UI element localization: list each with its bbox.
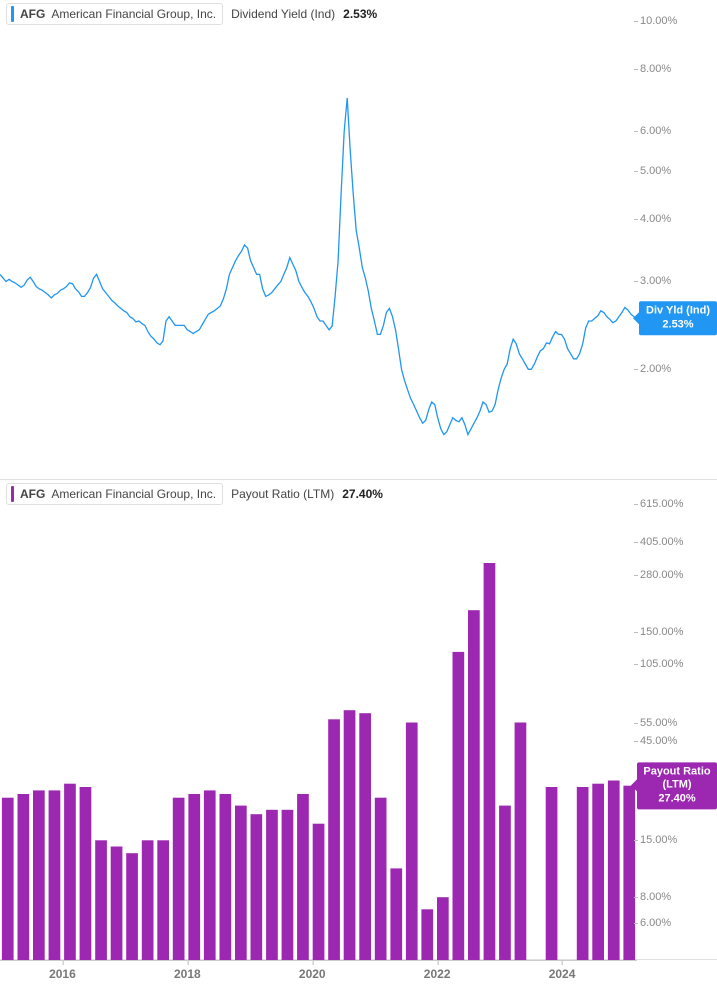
metric-name-bottom: Payout Ratio (LTM) bbox=[231, 487, 334, 501]
ytick: 2.00% bbox=[640, 363, 671, 375]
ytick: 5.00% bbox=[640, 165, 671, 177]
payout-bar bbox=[80, 787, 92, 960]
badge-value: 2.53% bbox=[645, 318, 711, 332]
payout-bar bbox=[33, 790, 45, 960]
ytick: 405.00% bbox=[640, 536, 683, 548]
xtick: 2016 bbox=[49, 967, 76, 981]
payout-bar bbox=[64, 784, 76, 960]
payout-bar bbox=[437, 897, 449, 960]
payout-bar bbox=[359, 713, 371, 960]
payout-bar bbox=[18, 794, 30, 960]
metric-value-top: 2.53% bbox=[343, 7, 377, 21]
xtick: 2018 bbox=[174, 967, 201, 981]
payout-bar bbox=[111, 847, 123, 961]
payout-bar bbox=[157, 840, 169, 960]
payout-bar bbox=[313, 824, 325, 960]
payout-bar bbox=[235, 806, 247, 960]
badge-value: 27.40% bbox=[643, 793, 711, 807]
payout-bar bbox=[266, 810, 278, 960]
payout-bar bbox=[126, 853, 138, 960]
payout-bar bbox=[95, 840, 107, 960]
payout-bar bbox=[344, 710, 356, 960]
div-yield-badge: Div Yld (Ind)2.53% bbox=[639, 302, 717, 336]
payout-bar bbox=[577, 787, 589, 960]
ytick: 3.00% bbox=[640, 275, 671, 287]
payout-bar bbox=[406, 723, 418, 961]
ticker-symbol: AFG bbox=[20, 7, 45, 21]
bottom-right-axis: 6.00% 8.00% 15.00% 45.00% 55.00% 105.00% 150.0… bbox=[637, 480, 717, 959]
payout-bar bbox=[49, 790, 61, 960]
ticker-chip-top[interactable]: AFG American Financial Group, Inc. bbox=[6, 3, 223, 25]
payout-bar bbox=[282, 810, 294, 960]
dividend-yield-line bbox=[0, 98, 637, 435]
company-name: American Financial Group, Inc. bbox=[51, 7, 216, 21]
shared-x-axis: 2016 2018 2020 2022 2024 bbox=[0, 960, 637, 1005]
payout-bar bbox=[390, 868, 402, 960]
payout-bar bbox=[297, 794, 309, 960]
ytick: 150.00% bbox=[640, 626, 683, 638]
top-right-axis: 2.00%3.00%4.00%5.00%6.00%8.00%10.00%Div … bbox=[637, 0, 717, 479]
ticker-accent-top bbox=[11, 6, 14, 22]
xtick: 2024 bbox=[549, 967, 576, 981]
ytick: 6.00% bbox=[640, 917, 671, 929]
payout-bar bbox=[173, 798, 185, 960]
payout-bar bbox=[484, 563, 496, 960]
payout-bar bbox=[220, 794, 232, 960]
payout-ratio-panel: AFG American Financial Group, Inc. Payou… bbox=[0, 480, 717, 960]
ytick: 6.00% bbox=[640, 125, 671, 137]
payout-bar bbox=[499, 806, 511, 960]
payout-bar bbox=[375, 798, 387, 960]
payout-bar bbox=[2, 798, 14, 960]
ticker-symbol: AFG bbox=[20, 487, 45, 501]
ticker-chip-bottom[interactable]: AFG American Financial Group, Inc. bbox=[6, 483, 223, 505]
payout-bar bbox=[421, 909, 433, 960]
payout-bar bbox=[468, 610, 480, 960]
dividend-yield-panel: AFG American Financial Group, Inc. Divid… bbox=[0, 0, 717, 480]
top-header: AFG American Financial Group, Inc. Divid… bbox=[0, 0, 717, 28]
payout-bar bbox=[453, 652, 465, 960]
payout-bar bbox=[204, 790, 216, 960]
ytick: 8.00% bbox=[640, 63, 671, 75]
payout-bar bbox=[623, 786, 635, 960]
ytick: 105.00% bbox=[640, 658, 683, 670]
payout-bar bbox=[251, 814, 263, 960]
metric-value-bottom: 27.40% bbox=[342, 487, 383, 501]
ticker-accent-bottom bbox=[11, 486, 14, 502]
top-chart-area[interactable] bbox=[0, 0, 637, 479]
bottom-header: AFG American Financial Group, Inc. Payou… bbox=[0, 480, 717, 508]
metric-name-top: Dividend Yield (Ind) bbox=[231, 7, 335, 21]
badge-title: Div Yld (Ind) bbox=[645, 305, 711, 319]
ytick: 15.00% bbox=[640, 834, 677, 846]
xtick: 2020 bbox=[299, 967, 326, 981]
payout-ratio-badge: Payout Ratio (LTM)27.40% bbox=[637, 762, 717, 809]
payout-bar bbox=[188, 794, 200, 960]
ytick: 4.00% bbox=[640, 213, 671, 225]
payout-bar bbox=[592, 784, 604, 960]
ytick: 55.00% bbox=[640, 717, 677, 729]
payout-bar bbox=[328, 719, 340, 960]
ytick: 45.00% bbox=[640, 735, 677, 747]
ytick: 280.00% bbox=[640, 569, 683, 581]
ytick: 8.00% bbox=[640, 891, 671, 903]
payout-bar bbox=[546, 787, 558, 960]
xtick: 2022 bbox=[424, 967, 451, 981]
company-name: American Financial Group, Inc. bbox=[51, 487, 216, 501]
payout-bar bbox=[608, 781, 620, 961]
payout-bar bbox=[142, 840, 154, 960]
bottom-chart-area[interactable] bbox=[0, 480, 637, 959]
payout-bar bbox=[515, 723, 527, 961]
badge-title: Payout Ratio (LTM) bbox=[643, 765, 711, 793]
